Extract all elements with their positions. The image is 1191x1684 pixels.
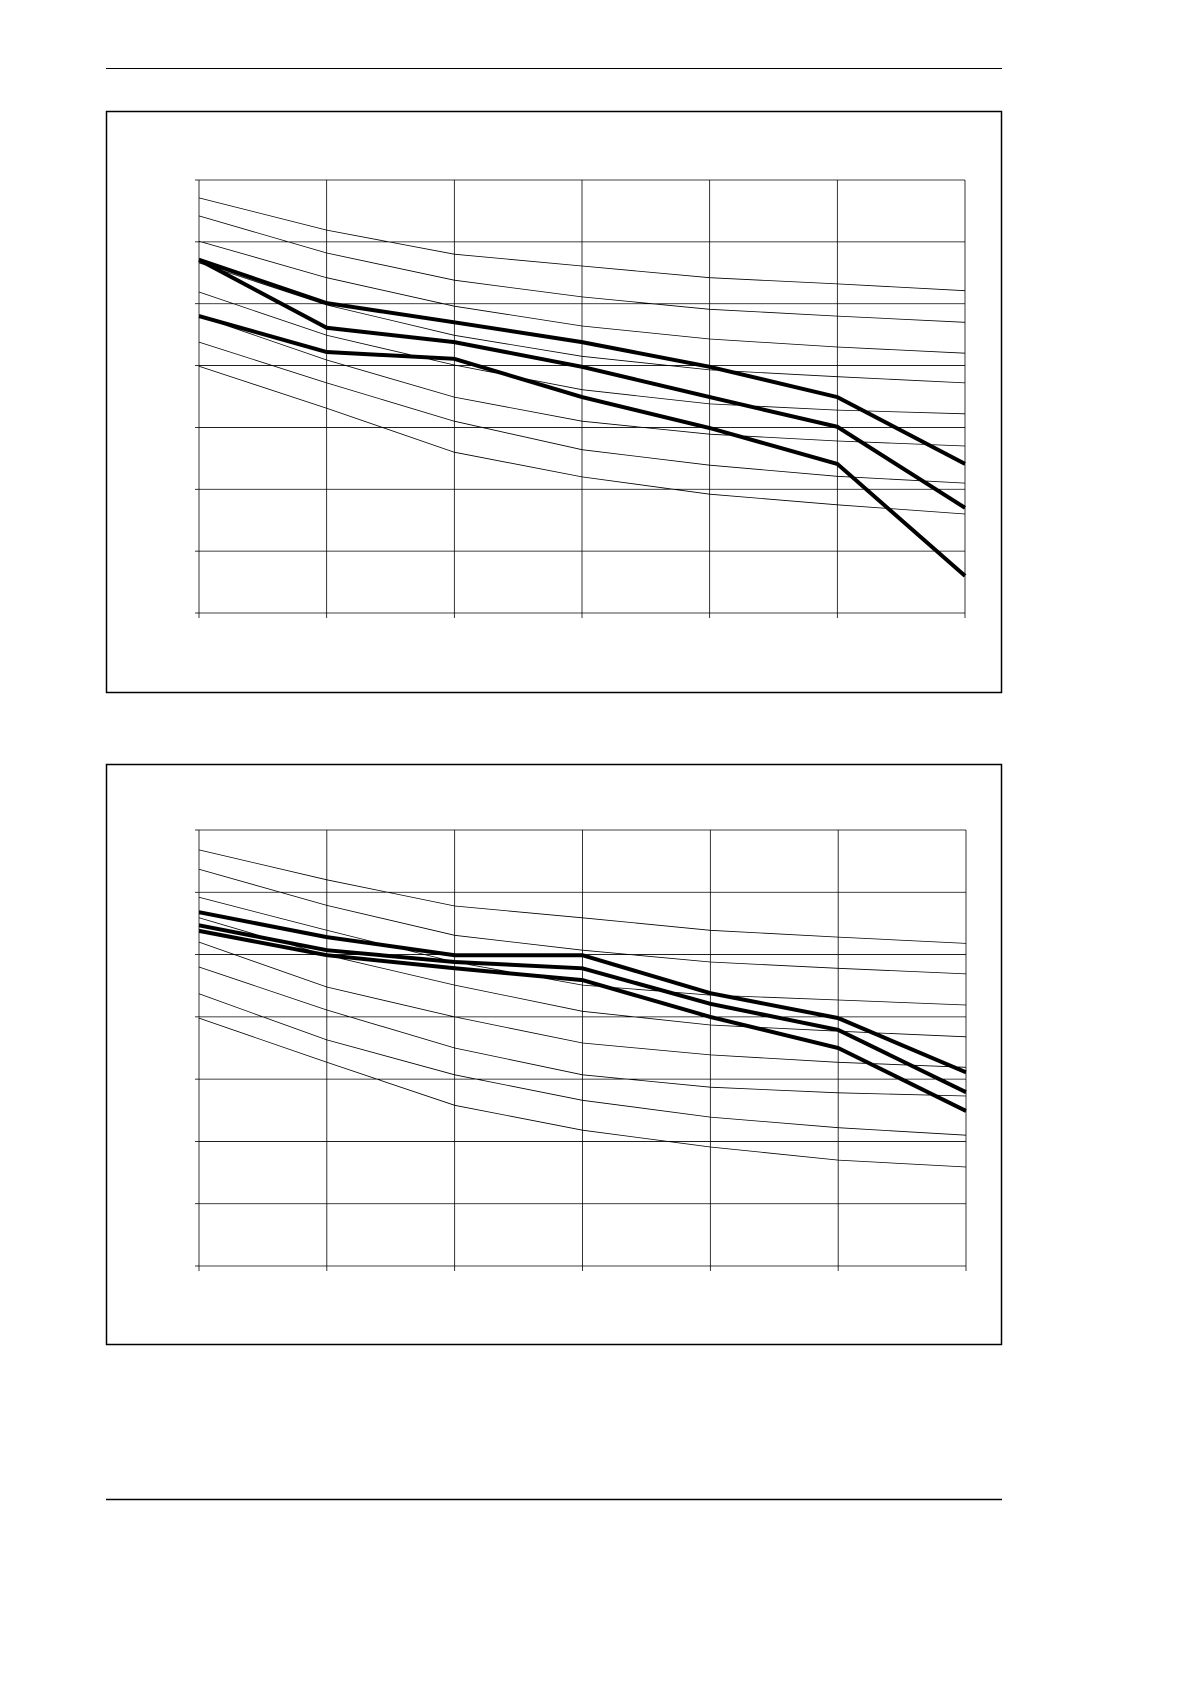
data-line (198, 314, 967, 578)
chart-frame (105, 110, 1003, 694)
data-line (198, 917, 967, 1038)
data-line (198, 868, 967, 975)
data-line (198, 365, 966, 515)
data-line (198, 941, 967, 1068)
data-line (198, 240, 966, 354)
data-line (198, 258, 967, 510)
data-line (198, 849, 967, 944)
data-line (198, 993, 967, 1136)
chart-frame (105, 763, 1003, 1346)
data-line (198, 1017, 967, 1168)
data-line (198, 215, 966, 323)
data-line (198, 257, 966, 466)
data-line (198, 197, 966, 292)
data-line (198, 966, 967, 1097)
data-line (198, 315, 966, 447)
data-line (198, 896, 967, 1006)
data-line (198, 910, 967, 1075)
data-line (198, 923, 967, 1094)
data-line (198, 341, 966, 484)
data-line (198, 291, 966, 415)
data-line (198, 262, 966, 384)
